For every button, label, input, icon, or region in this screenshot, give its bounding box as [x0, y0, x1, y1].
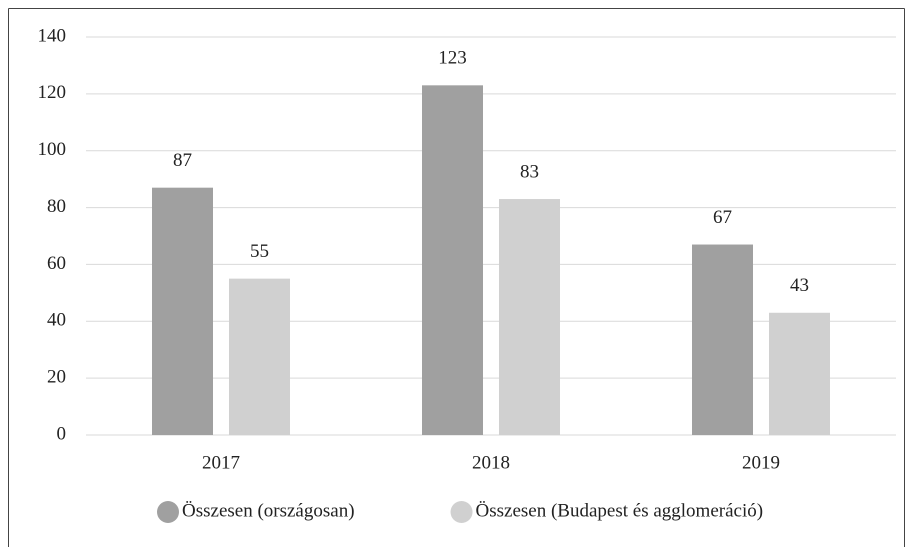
bar: [422, 85, 483, 435]
y-tick-label: 120: [38, 82, 67, 103]
bar: [499, 199, 560, 435]
bar: [692, 244, 753, 435]
y-tick-label: 140: [38, 25, 67, 46]
bar: [229, 278, 290, 435]
chart-border: [8, 8, 905, 547]
y-tick-label: 20: [47, 367, 66, 388]
y-tick-label: 80: [47, 196, 66, 217]
y-tick-label: 100: [38, 139, 67, 160]
legend-swatch: [450, 501, 473, 523]
legend-label: Összesen (Budapest és agglomeráció): [476, 500, 764, 521]
legend-swatch: [157, 501, 179, 523]
x-tick-label: 2018: [472, 452, 510, 473]
y-tick-label: 40: [47, 310, 66, 331]
x-tick-label: 2019: [742, 452, 780, 473]
data-label: 43: [790, 275, 809, 296]
data-label: 123: [438, 48, 467, 69]
bar: [769, 312, 830, 435]
bar: [152, 187, 213, 435]
y-tick-label: 60: [47, 253, 66, 274]
legend-label: Összesen (országosan): [182, 500, 355, 521]
data-label: 67: [713, 207, 732, 228]
data-label: 87: [173, 150, 192, 171]
x-tick-label: 2017: [202, 452, 240, 473]
y-tick-label: 0: [57, 423, 67, 444]
data-label: 55: [250, 241, 269, 262]
data-label: 83: [520, 161, 539, 182]
